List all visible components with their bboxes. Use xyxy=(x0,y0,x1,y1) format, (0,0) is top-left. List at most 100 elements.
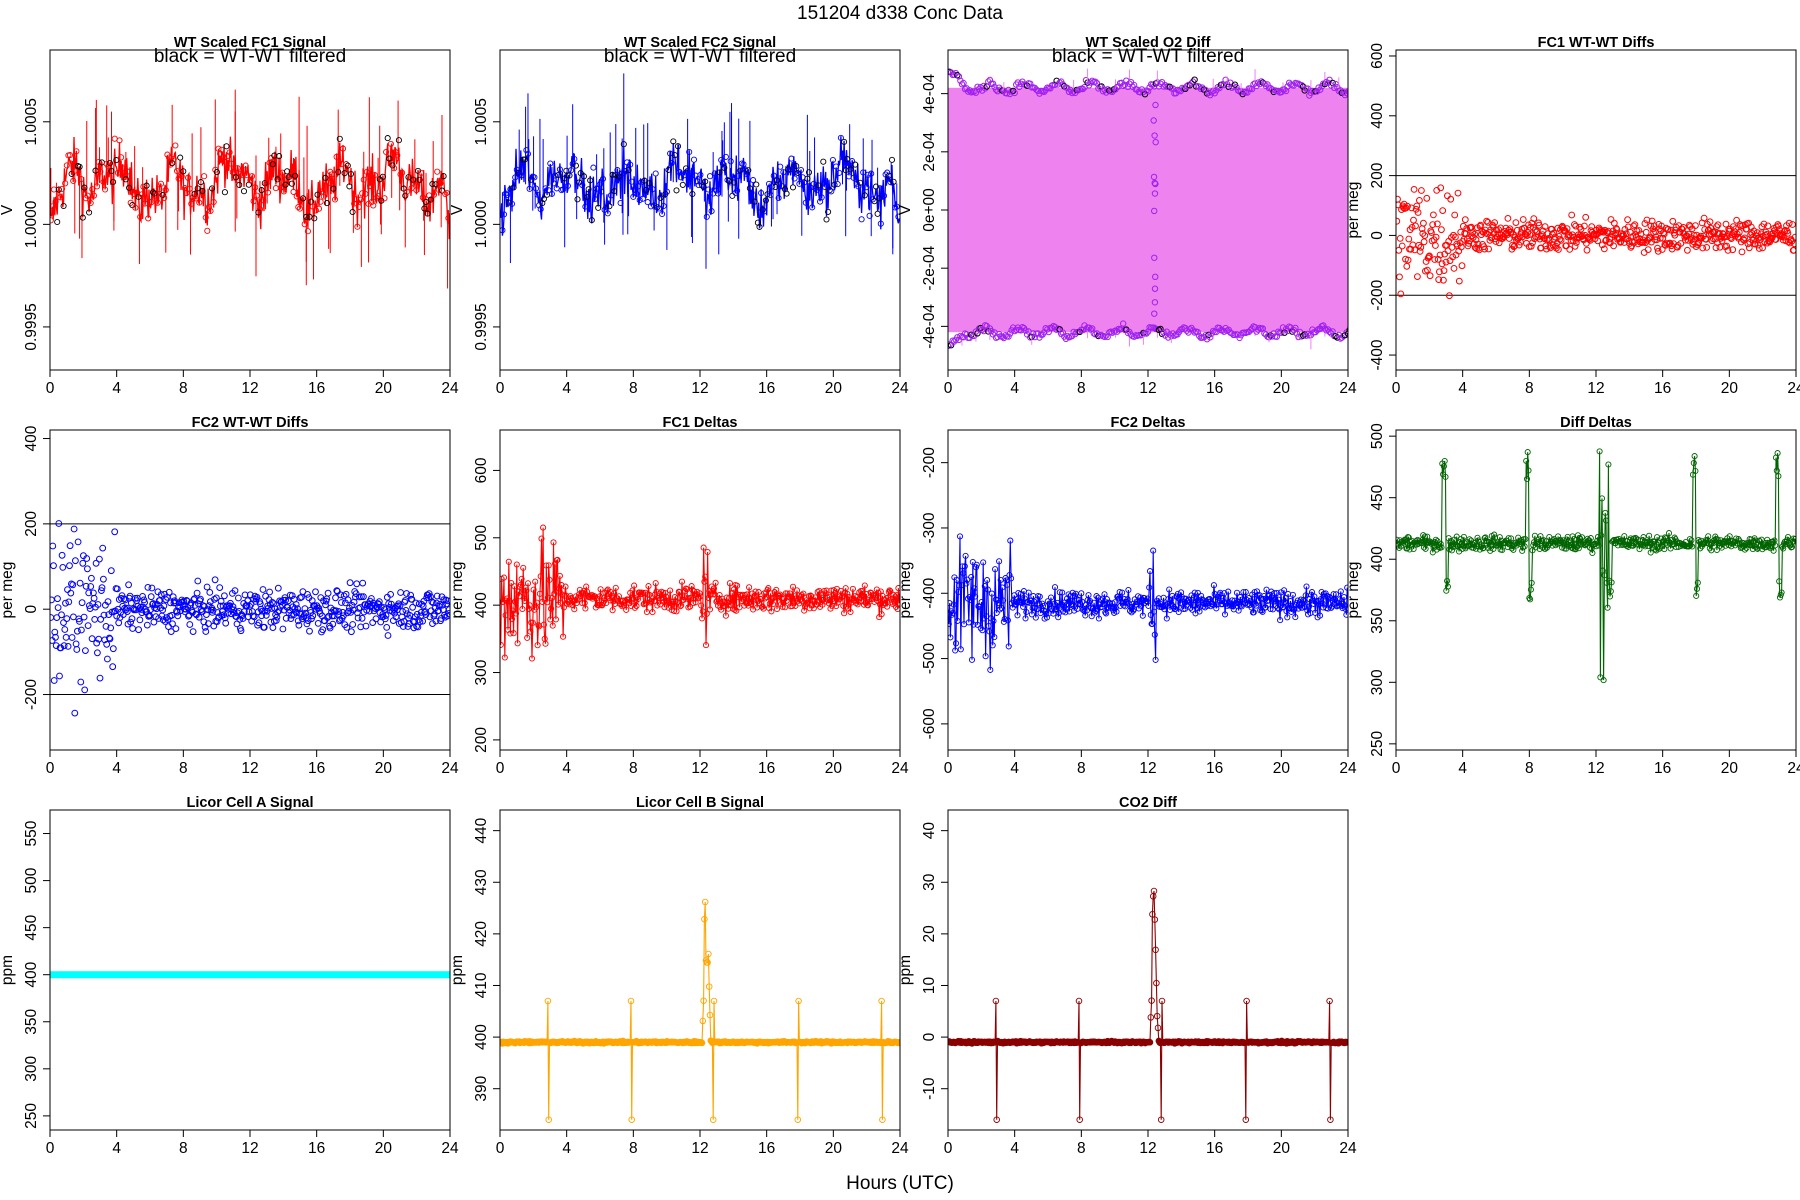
data-point xyxy=(1630,542,1637,549)
data-point xyxy=(609,607,616,614)
data-point xyxy=(767,590,774,597)
data-point xyxy=(1469,229,1476,237)
data-point xyxy=(349,208,356,216)
data-point xyxy=(282,181,289,188)
data-point xyxy=(1784,533,1792,541)
plot-frame xyxy=(947,49,1349,371)
data-point xyxy=(1222,76,1229,84)
data-point xyxy=(296,205,303,212)
data-point xyxy=(161,194,168,201)
data-point xyxy=(726,580,733,587)
data-point xyxy=(72,640,80,648)
data-point xyxy=(1587,535,1594,542)
x-tick-label: 12 xyxy=(1587,760,1604,777)
data-point xyxy=(1791,240,1796,248)
data-point xyxy=(1522,536,1529,543)
data-point xyxy=(440,173,447,180)
data-point xyxy=(1444,192,1451,200)
data-point xyxy=(1571,221,1578,228)
data-point xyxy=(648,598,655,605)
data-point xyxy=(842,585,849,592)
data-point xyxy=(591,196,599,203)
data-point xyxy=(260,623,268,631)
data-point xyxy=(320,597,327,605)
data-point xyxy=(1410,216,1417,224)
data-point xyxy=(1400,200,1408,208)
x-tick-label: 0 xyxy=(944,760,953,777)
y-tick-label: 500 xyxy=(23,867,40,893)
y-axis-label: V xyxy=(449,204,466,215)
data-point xyxy=(444,597,450,605)
data-point xyxy=(674,143,682,150)
data-point xyxy=(745,167,752,174)
data-point xyxy=(259,586,267,593)
data-point xyxy=(609,171,616,178)
data-point xyxy=(71,709,79,717)
data-point xyxy=(1598,532,1605,539)
data-point xyxy=(1396,235,1404,242)
data-point xyxy=(167,161,174,168)
data-point xyxy=(772,183,779,191)
data-point xyxy=(1091,599,1098,606)
data-point xyxy=(1641,220,1649,227)
y-tick-label: 400 xyxy=(23,961,40,987)
data-point xyxy=(514,640,521,647)
data-point xyxy=(167,628,175,635)
plot-frame xyxy=(49,809,451,1131)
data-point xyxy=(1420,238,1428,246)
data-point xyxy=(980,327,987,335)
data-point xyxy=(407,591,415,599)
data-point xyxy=(549,622,556,629)
data-point xyxy=(1297,599,1304,606)
data-point xyxy=(358,593,365,601)
data-point xyxy=(563,592,570,599)
data-point xyxy=(537,573,544,580)
data-point xyxy=(344,162,351,169)
data-point xyxy=(1519,544,1527,551)
data-point xyxy=(682,588,689,595)
data-point xyxy=(627,997,635,1005)
data-point xyxy=(746,584,753,591)
data-point xyxy=(751,198,758,205)
data-point xyxy=(657,194,664,201)
plot-frame xyxy=(49,429,451,751)
data-point xyxy=(180,597,188,605)
data-point xyxy=(123,604,130,612)
data-point xyxy=(1566,246,1574,253)
data-point xyxy=(534,642,541,649)
data-point xyxy=(1269,597,1276,604)
data-point xyxy=(1443,587,1450,594)
data-point xyxy=(95,158,102,166)
data-point xyxy=(1301,331,1308,338)
data-point xyxy=(893,203,900,210)
data-point xyxy=(582,203,589,210)
data-point xyxy=(139,593,147,600)
data-point xyxy=(69,581,77,589)
data-point xyxy=(884,169,891,176)
data-point xyxy=(1643,538,1650,545)
data-point xyxy=(1463,225,1471,232)
data-point xyxy=(596,181,603,188)
plot-area xyxy=(50,971,450,979)
data-point xyxy=(530,586,537,593)
data-point xyxy=(1604,604,1611,611)
data-point xyxy=(274,176,281,183)
data-point xyxy=(1326,328,1333,335)
data-point xyxy=(987,666,994,673)
data-point xyxy=(424,210,431,217)
y-tick-label: 1.0005 xyxy=(473,98,490,145)
data-point xyxy=(702,573,709,580)
data-point xyxy=(1412,222,1419,230)
data-point xyxy=(137,213,144,220)
x-tick-label: 16 xyxy=(1206,380,1223,397)
data-point xyxy=(773,605,781,613)
data-point xyxy=(284,168,291,175)
data-point xyxy=(500,598,507,605)
data-point xyxy=(954,72,961,79)
data-point xyxy=(1197,85,1205,93)
data-point xyxy=(779,603,786,610)
data-point xyxy=(1430,211,1437,219)
data-point xyxy=(170,155,177,163)
data-point xyxy=(403,188,410,195)
data-point xyxy=(1703,244,1711,251)
